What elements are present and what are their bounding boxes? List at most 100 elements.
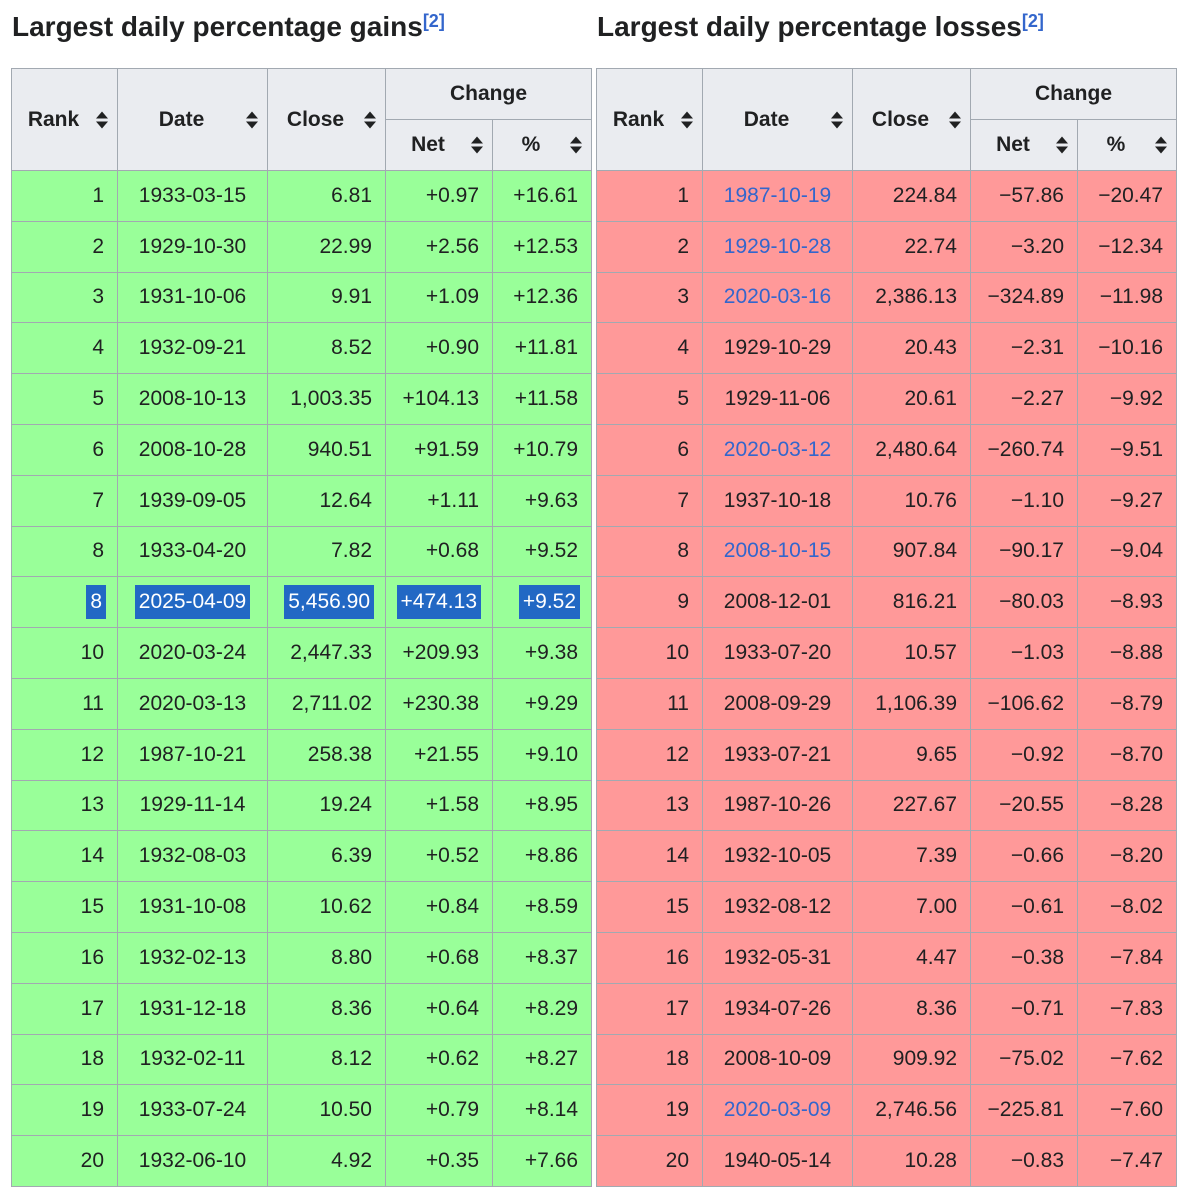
rank-cell: 4 [11,322,118,375]
pct-cell: +8.86 [491,830,593,883]
close-cell: 8.36 [852,982,971,1035]
date-cell: 2008-10-15 [702,525,853,578]
pct-value: −7.47 [1109,1149,1164,1173]
date-link[interactable]: 2020-03-12 [723,437,832,461]
losses-sort-header-pct[interactable]: % [1076,119,1178,171]
close-cell: 8.12 [267,1033,386,1086]
date-value: 1934-07-26 [723,996,832,1020]
gains-citation-link[interactable]: [2] [422,11,445,31]
date-link[interactable]: 1929-10-28 [723,234,832,258]
pct-value: −11.98 [1099,285,1164,309]
close-value: 940.51 [307,437,372,461]
rank-value: 8 [92,539,104,563]
sort-icon [364,111,376,128]
close-value: 2,480.64 [875,437,957,461]
pct-value: −8.28 [1109,793,1164,817]
net-cell: −225.81 [970,1084,1078,1137]
losses-citation-link[interactable]: [2] [1021,11,1044,31]
close-cell: 227.67 [852,779,971,832]
date-cell: 1929-10-30 [117,220,268,273]
pct-cell: +8.29 [491,982,593,1035]
date-cell: 1932-02-13 [117,931,268,984]
close-cell: 20.61 [852,373,971,425]
net-value: +474.13 [396,585,481,620]
losses-sort-header-rank[interactable]: Rank [596,68,703,171]
pct-value: −7.84 [1109,945,1164,969]
date-link[interactable]: 2020-03-16 [723,285,832,309]
pct-cell: +9.29 [491,677,593,730]
close-value: 258.38 [307,742,372,766]
rank-value: 14 [665,844,689,868]
losses-sort-header-close[interactable]: Close [852,68,971,171]
net-cell: −20.55 [970,779,1078,832]
rank-value: 8 [86,585,106,620]
close-cell: 9.65 [852,728,971,781]
gains-sort-header-net[interactable]: Net [385,119,493,171]
rank-value: 3 [677,285,689,309]
rank-value: 11 [82,691,104,715]
pct-cell: −8.88 [1076,627,1178,679]
net-value: −324.89 [987,285,1065,309]
net-value: +0.68 [425,945,479,969]
table-row: 8 2025-04-09 5,456.90 +474.13 +9.52 [11,576,593,629]
net-value: −106.62 [987,691,1065,715]
close-cell: 7.39 [852,830,971,883]
close-cell: 224.84 [852,170,971,222]
losses-sort-header-net[interactable]: Net [970,119,1078,171]
table-row: 5 2008-10-13 1,003.35 +104.13 +11.58 [11,373,593,425]
date-value: 2008-10-09 [723,1047,832,1071]
table-row: 18 2008-10-09 909.92 −75.02 −7.62 [596,1033,1178,1086]
pct-value: +8.27 [524,1047,579,1071]
close-value: 1,106.39 [875,691,957,715]
date-cell: 2008-10-13 [117,373,268,425]
table-row: 13 1929-11-14 19.24 +1.58 +8.95 [11,779,593,832]
gains-section: Largest daily percentage gains[2] Rank D… [11,10,593,1187]
date-value: 1933-07-20 [723,641,832,665]
pct-value: +11.58 [514,387,579,411]
rank-cell: 14 [11,830,118,883]
net-cell: +230.38 [385,677,493,730]
table-row: 20 1940-05-14 10.28 −0.83 −7.47 [596,1135,1178,1187]
close-value: 2,386.13 [875,285,957,309]
gains-sort-header-date[interactable]: Date [117,68,268,171]
date-cell: 1929-10-28 [702,220,853,273]
table-row: 15 1931-10-08 10.62 +0.84 +8.59 [11,881,593,933]
losses-section: Largest daily percentage losses[2] Rank … [596,10,1178,1187]
gains-sort-header-rank[interactable]: Rank [11,68,118,171]
date-cell: 1932-08-12 [702,881,853,933]
close-value: 8.12 [331,1047,372,1071]
net-cell: +21.55 [385,728,493,781]
gains-sort-header-pct[interactable]: % [491,119,593,171]
close-value: 816.21 [892,590,957,614]
gains-sort-header-close[interactable]: Close [267,68,386,171]
net-value: +0.64 [425,996,479,1020]
rank-cell: 20 [596,1135,703,1187]
close-cell: 10.57 [852,627,971,679]
date-cell: 1987-10-26 [702,779,853,832]
pct-cell: −8.93 [1076,576,1178,629]
net-cell: +91.59 [385,423,493,476]
date-link[interactable]: 2020-03-09 [723,1098,832,1122]
losses-sort-header-date[interactable]: Date [702,68,853,171]
pct-value: −10.16 [1098,336,1164,360]
pct-value: +12.53 [513,234,579,258]
close-value: 20.61 [904,387,957,411]
date-link[interactable]: 1987-10-19 [723,183,832,207]
date-link[interactable]: 2008-10-15 [723,539,832,563]
date-value: 1931-10-06 [138,285,247,309]
close-cell: 6.81 [267,170,386,222]
close-cell: 9.91 [267,271,386,324]
close-cell: 10.62 [267,881,386,933]
rank-value: 7 [92,488,104,512]
sort-icon [1056,136,1068,154]
net-value: +0.79 [425,1098,479,1122]
rank-value: 18 [665,1047,689,1071]
net-cell: −0.61 [970,881,1078,933]
close-cell: 8.80 [267,931,386,984]
date-cell: 2020-03-13 [117,677,268,730]
table-row: 10 1933-07-20 10.57 −1.03 −8.88 [596,627,1178,679]
table-row: 11 2020-03-13 2,711.02 +230.38 +9.29 [11,677,593,730]
close-value: 10.50 [319,1098,372,1122]
close-cell: 1,003.35 [267,373,386,425]
pct-cell: −9.51 [1076,423,1178,476]
